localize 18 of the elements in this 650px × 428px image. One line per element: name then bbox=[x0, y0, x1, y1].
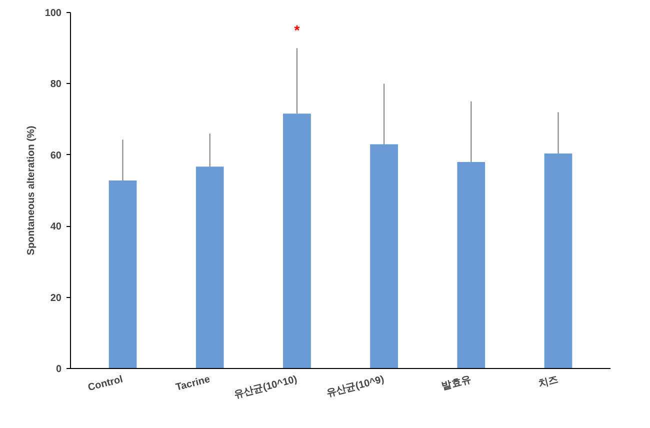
x-tick-label: Control bbox=[86, 374, 124, 394]
y-tick-label: 60 bbox=[50, 150, 62, 162]
y-tick-label: 20 bbox=[50, 292, 62, 304]
bar bbox=[457, 162, 486, 368]
y-tick-label: 40 bbox=[50, 222, 62, 233]
bar bbox=[108, 180, 137, 368]
x-tick-label: Tacrine bbox=[174, 374, 212, 394]
y-tick-label: 0 bbox=[56, 364, 62, 375]
bar bbox=[283, 114, 311, 368]
annotation: * bbox=[294, 22, 300, 38]
bar bbox=[544, 153, 572, 368]
bar bbox=[196, 166, 224, 368]
x-tick-label: 치즈 bbox=[538, 374, 560, 390]
y-tick-label: 100 bbox=[44, 8, 62, 19]
y-tick-label: 80 bbox=[50, 79, 62, 90]
x-tick-label: 발효유 bbox=[440, 374, 473, 392]
y-axis-title: Spontaneous alteration (%) bbox=[26, 126, 37, 256]
bar bbox=[370, 144, 398, 368]
